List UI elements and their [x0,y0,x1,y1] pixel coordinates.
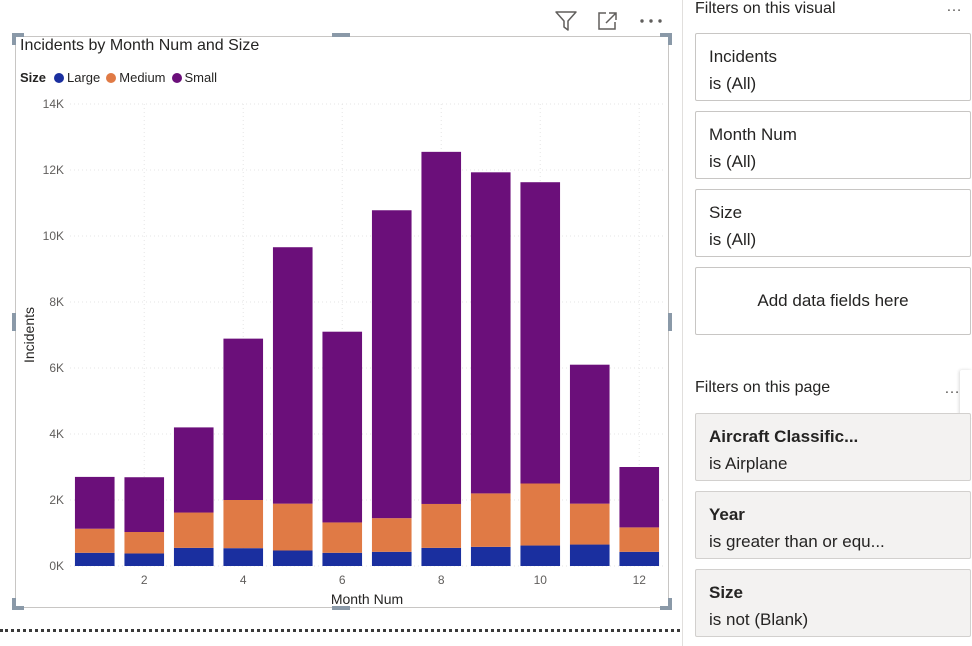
bar-medium-month-6 [322,522,363,553]
y-tick-label: 14K [43,97,64,111]
legend-dot-large [54,72,65,83]
bar-large-month-4 [223,548,264,566]
filter-card-condition: is Airplane [709,454,788,473]
bar-small-month-7 [371,210,412,519]
legend-item-small[interactable]: Small [171,70,218,85]
bar-medium-month-2 [124,532,165,554]
x-tick-label: 8 [438,573,445,587]
add-data-fields-dropzone[interactable]: Add data fields here [695,267,971,335]
bar-small-month-12 [619,467,660,528]
visual-filter-card-size[interactable]: Size is (All) [695,189,971,257]
filter-card-condition: is greater than or equ... [709,532,885,551]
bar-large-month-9 [470,546,511,566]
legend-item-medium[interactable]: Medium [106,70,166,85]
filter-card-title: Month Num [709,125,797,144]
bar-large-month-3 [173,547,214,566]
bar-small-month-6 [322,331,363,523]
stacked-column-chart: 0K 2K 4K 6K 8K 10K 12K 14K 2 4 6 8 10 12 Month Num Inci… [21,97,664,607]
bar-large-month-1 [74,552,115,566]
page-filter-card-year[interactable]: Year is greater than or equ... [695,491,971,559]
y-tick-label: 12K [43,163,64,177]
x-tick-label: 4 [240,573,247,587]
filter-card-title: Aircraft Classific... [709,427,859,446]
visual-filter-card-incidents[interactable]: Incidents is (All) [695,33,971,101]
visual-filters-more-icon[interactable]: … [946,0,963,15]
filter-card-title: Size [709,203,743,222]
bar-medium-month-12 [619,527,660,552]
legend-label-medium: Medium [119,70,166,85]
y-tick-label: 4K [49,427,64,441]
bar-large-month-6 [322,552,363,566]
y-tick-label: 8K [49,295,64,309]
x-tick-label: 10 [534,573,548,587]
y-tick-label: 10K [43,229,64,243]
filter-card-condition: is (All) [709,152,757,171]
legend-dot-small [171,72,182,83]
y-axis-title: Incidents [21,307,37,363]
bar-small-month-10 [520,182,561,484]
bar-small-month-4 [223,338,264,500]
filter-icon[interactable] [554,10,578,37]
bar-small-month-1 [74,476,115,529]
y-tick-label: 0K [49,559,64,573]
canvas-bottom-border [0,629,680,632]
filters-on-visual-header: Filters on this visual [695,0,836,17]
x-axis-title: Month Num [331,591,403,607]
page-filter-card-size[interactable]: Size is not (Blank) [695,569,971,637]
filter-card-condition: is (All) [709,230,757,249]
bar-small-month-2 [124,477,165,533]
filter-card-title: Incidents [709,47,778,66]
x-tick-label: 6 [339,573,346,587]
filter-card-condition: is not (Blank) [709,610,809,629]
bar-large-month-11 [569,544,610,566]
bar-medium-month-4 [223,500,264,549]
bar-small-month-5 [272,247,313,504]
x-tick-label: 12 [633,573,647,587]
bar-small-month-11 [569,364,610,504]
legend-label-small: Small [184,70,218,85]
chart-legend: Size Large Medium Small [20,70,223,85]
bar-medium-month-7 [371,518,412,552]
focus-mode-icon[interactable] [596,10,620,37]
bar-medium-month-5 [272,503,313,551]
bar-medium-month-9 [470,493,511,547]
more-options-icon[interactable] [638,10,664,37]
bar-medium-month-8 [421,503,462,548]
x-tick-label: 2 [141,573,148,587]
bar-large-month-8 [421,547,462,566]
y-tick-label: 2K [49,493,64,507]
page-filters-more-icon[interactable]: … [944,380,961,397]
pane-divider [682,0,683,646]
pane-scroll-tab[interactable] [960,370,972,418]
page-filter-card-aircraft-classification[interactable]: Aircraft Classific... is Airplane [695,413,971,481]
bar-medium-month-3 [173,512,214,548]
bar-small-month-3 [173,427,214,513]
bar-small-month-9 [470,172,511,494]
legend-title: Size [20,70,47,85]
legend-item-large[interactable]: Large [54,70,100,85]
legend-dot-medium [106,72,117,83]
bar-medium-month-1 [74,528,115,553]
chart-title: Incidents by Month Num and Size [20,37,260,54]
bar-medium-month-10 [520,483,561,546]
bar-large-month-12 [619,551,660,566]
filter-card-title: Size [709,583,744,602]
y-tick-label: 6K [49,361,64,375]
filter-card-condition: is (All) [709,74,757,93]
bar-large-month-7 [371,551,412,566]
filter-card-title: Year [709,505,745,524]
bar-large-month-2 [124,553,165,566]
bar-small-month-8 [421,151,462,504]
visual-header-toolbar [550,6,670,32]
bar-large-month-10 [520,545,561,566]
bar-medium-month-11 [569,503,610,545]
filters-on-page-header: Filters on this page [695,379,831,396]
legend-label-large: Large [67,70,101,85]
bar-large-month-5 [272,550,313,566]
visual-filter-card-month-num[interactable]: Month Num is (All) [695,111,971,179]
